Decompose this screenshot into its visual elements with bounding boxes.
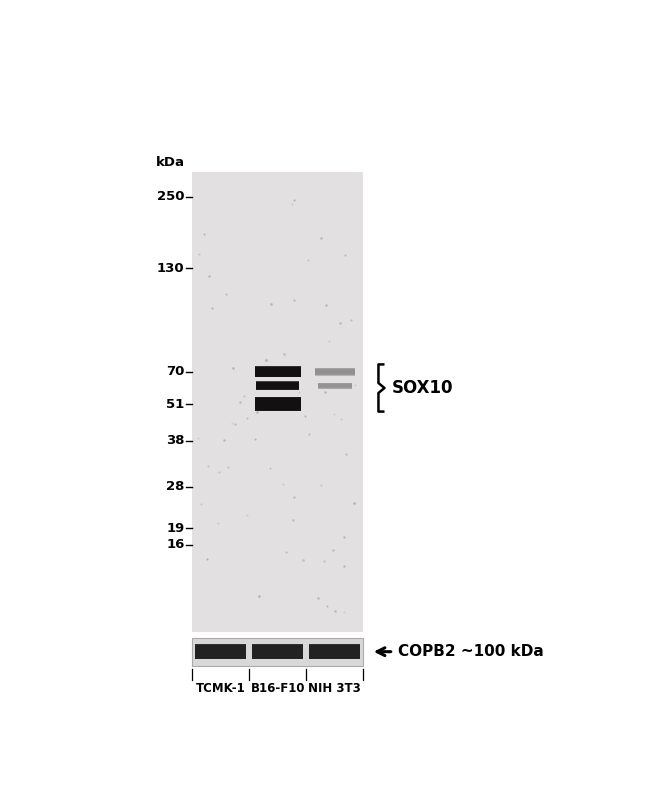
Text: NIH 3T3: NIH 3T3 bbox=[309, 682, 361, 695]
FancyBboxPatch shape bbox=[315, 368, 355, 376]
FancyBboxPatch shape bbox=[309, 648, 361, 655]
FancyBboxPatch shape bbox=[255, 400, 300, 408]
FancyBboxPatch shape bbox=[309, 649, 361, 654]
FancyBboxPatch shape bbox=[255, 399, 300, 409]
FancyBboxPatch shape bbox=[255, 398, 300, 410]
Text: 16: 16 bbox=[166, 538, 185, 551]
FancyBboxPatch shape bbox=[309, 645, 361, 659]
FancyBboxPatch shape bbox=[318, 383, 352, 389]
FancyBboxPatch shape bbox=[309, 646, 361, 658]
Text: B16-F10: B16-F10 bbox=[250, 682, 305, 695]
FancyBboxPatch shape bbox=[252, 648, 304, 655]
FancyBboxPatch shape bbox=[315, 369, 355, 374]
FancyBboxPatch shape bbox=[255, 366, 300, 377]
FancyBboxPatch shape bbox=[255, 368, 300, 377]
FancyBboxPatch shape bbox=[255, 367, 300, 377]
FancyBboxPatch shape bbox=[256, 381, 300, 389]
FancyBboxPatch shape bbox=[252, 645, 304, 659]
FancyBboxPatch shape bbox=[255, 401, 300, 407]
FancyBboxPatch shape bbox=[318, 384, 352, 388]
FancyBboxPatch shape bbox=[318, 385, 352, 387]
FancyBboxPatch shape bbox=[315, 370, 355, 374]
FancyBboxPatch shape bbox=[315, 370, 355, 373]
FancyBboxPatch shape bbox=[195, 645, 246, 659]
Text: kDa: kDa bbox=[155, 155, 185, 169]
FancyBboxPatch shape bbox=[256, 384, 300, 388]
FancyBboxPatch shape bbox=[255, 402, 300, 406]
FancyBboxPatch shape bbox=[255, 368, 300, 376]
Text: SOX10: SOX10 bbox=[392, 379, 454, 397]
FancyBboxPatch shape bbox=[195, 646, 246, 657]
FancyBboxPatch shape bbox=[318, 384, 352, 388]
FancyBboxPatch shape bbox=[318, 383, 352, 389]
FancyBboxPatch shape bbox=[318, 383, 352, 389]
FancyBboxPatch shape bbox=[315, 368, 355, 375]
FancyBboxPatch shape bbox=[256, 383, 300, 389]
FancyBboxPatch shape bbox=[252, 646, 304, 658]
FancyBboxPatch shape bbox=[195, 649, 246, 654]
FancyBboxPatch shape bbox=[315, 369, 355, 375]
FancyBboxPatch shape bbox=[309, 644, 361, 659]
FancyBboxPatch shape bbox=[255, 398, 300, 410]
Text: 19: 19 bbox=[166, 522, 185, 535]
FancyBboxPatch shape bbox=[318, 384, 352, 388]
FancyBboxPatch shape bbox=[195, 646, 246, 658]
FancyBboxPatch shape bbox=[195, 647, 246, 656]
FancyBboxPatch shape bbox=[252, 644, 304, 659]
FancyBboxPatch shape bbox=[256, 382, 300, 389]
Text: 28: 28 bbox=[166, 481, 185, 494]
Text: COPB2 ~100 kDa: COPB2 ~100 kDa bbox=[398, 644, 543, 659]
FancyBboxPatch shape bbox=[315, 370, 355, 373]
FancyBboxPatch shape bbox=[195, 648, 246, 655]
FancyBboxPatch shape bbox=[256, 384, 300, 387]
FancyBboxPatch shape bbox=[252, 649, 304, 654]
FancyBboxPatch shape bbox=[256, 383, 300, 388]
FancyBboxPatch shape bbox=[195, 646, 246, 658]
FancyBboxPatch shape bbox=[255, 368, 300, 375]
FancyBboxPatch shape bbox=[256, 382, 300, 389]
FancyBboxPatch shape bbox=[255, 398, 300, 411]
FancyBboxPatch shape bbox=[315, 368, 355, 375]
FancyBboxPatch shape bbox=[252, 646, 304, 657]
Text: 130: 130 bbox=[157, 262, 185, 275]
Text: 51: 51 bbox=[166, 398, 185, 410]
Text: 38: 38 bbox=[166, 435, 185, 448]
FancyBboxPatch shape bbox=[255, 369, 300, 375]
Text: 250: 250 bbox=[157, 191, 185, 204]
FancyBboxPatch shape bbox=[192, 638, 363, 667]
FancyBboxPatch shape bbox=[256, 381, 300, 390]
Text: 70: 70 bbox=[166, 365, 185, 378]
FancyBboxPatch shape bbox=[255, 368, 300, 376]
FancyBboxPatch shape bbox=[255, 370, 300, 374]
Text: TCMK-1: TCMK-1 bbox=[196, 682, 246, 695]
FancyBboxPatch shape bbox=[195, 644, 246, 659]
FancyBboxPatch shape bbox=[309, 646, 361, 657]
FancyBboxPatch shape bbox=[255, 400, 300, 409]
FancyBboxPatch shape bbox=[309, 647, 361, 656]
FancyBboxPatch shape bbox=[252, 646, 304, 658]
FancyBboxPatch shape bbox=[252, 647, 304, 656]
FancyBboxPatch shape bbox=[309, 646, 361, 658]
FancyBboxPatch shape bbox=[318, 385, 352, 387]
FancyBboxPatch shape bbox=[192, 171, 363, 632]
